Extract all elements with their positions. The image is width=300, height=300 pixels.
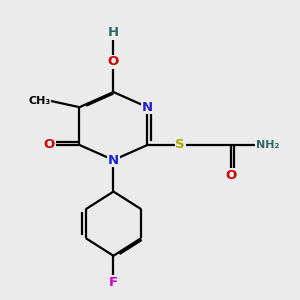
Text: O: O bbox=[108, 55, 119, 68]
Text: CH₃: CH₃ bbox=[28, 96, 50, 106]
Text: S: S bbox=[176, 139, 185, 152]
Text: NH₂: NH₂ bbox=[256, 140, 279, 150]
Text: O: O bbox=[225, 169, 236, 182]
Text: N: N bbox=[108, 154, 119, 166]
Text: F: F bbox=[109, 276, 118, 289]
Text: N: N bbox=[142, 101, 153, 114]
Text: H: H bbox=[108, 26, 119, 39]
Text: O: O bbox=[44, 139, 55, 152]
